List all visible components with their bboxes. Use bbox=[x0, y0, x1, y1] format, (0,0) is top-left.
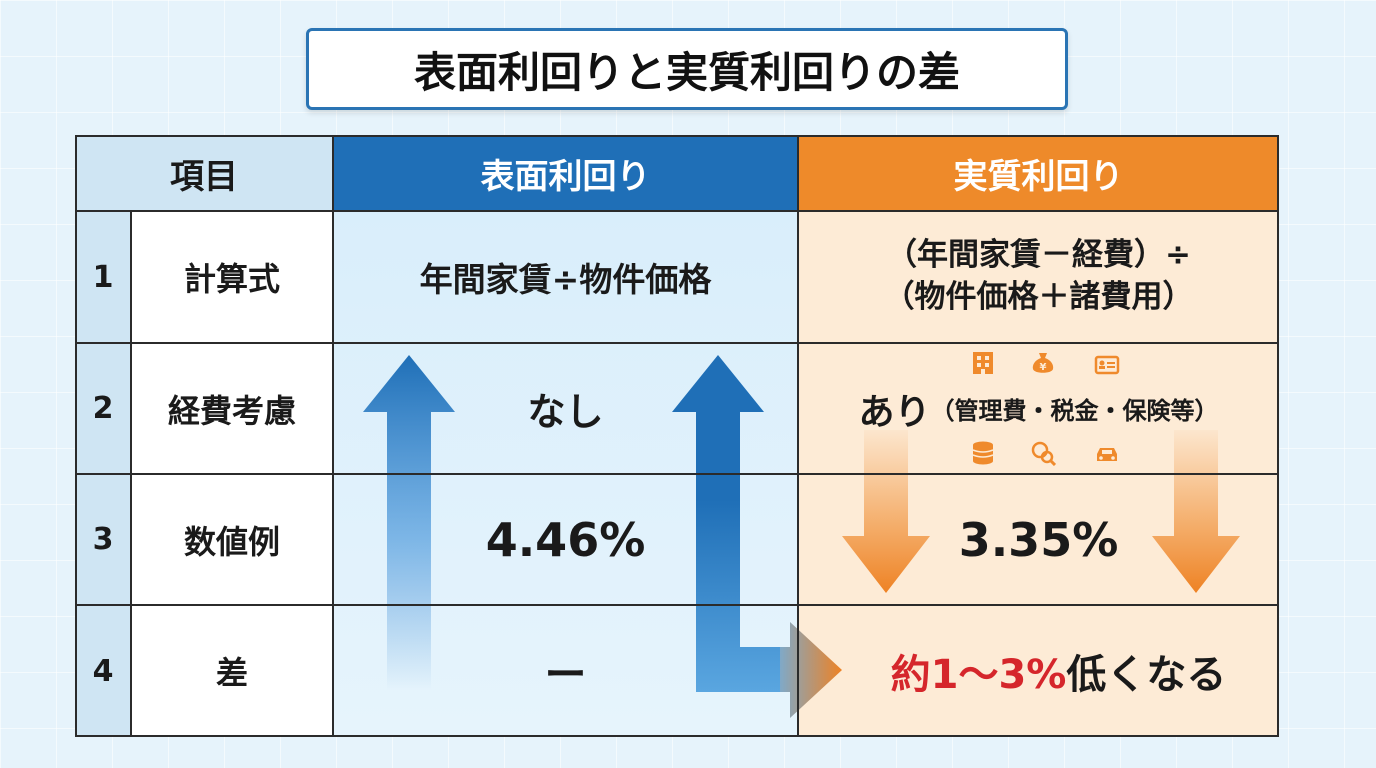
grid-line-v1 bbox=[130, 211, 132, 737]
real-diff-highlight: 約1～3% bbox=[890, 652, 1067, 698]
header-real: 実質利回り bbox=[798, 135, 1279, 211]
grid-line-v2 bbox=[332, 135, 334, 737]
real-expense-main: あり bbox=[858, 391, 931, 433]
svg-text:¥: ¥ bbox=[1040, 362, 1047, 373]
header-surface-label: 表面利回り bbox=[480, 156, 651, 197]
row-number-2-label: 2 bbox=[92, 391, 114, 426]
row-number-4-label: 4 bbox=[92, 653, 114, 689]
magnifier-icon bbox=[1031, 441, 1056, 466]
grid-line-v3 bbox=[797, 135, 799, 737]
page-title: 表面利回りと実質利回りの差 bbox=[306, 28, 1068, 110]
coin-stack-icon bbox=[972, 441, 994, 465]
real-formula-line2: （物件価格＋諸費用） bbox=[883, 279, 1194, 315]
real-expense: あり （管理費・税金・保険等） bbox=[798, 343, 1279, 474]
row-item-4: 差 bbox=[131, 605, 333, 737]
surface-formula: 年間家賃÷物件価格 bbox=[333, 211, 798, 343]
down-arrow-right bbox=[1152, 430, 1240, 593]
real-diff: 約1～3% 低くなる bbox=[798, 605, 1279, 737]
down-arrow-left bbox=[842, 430, 930, 593]
surface-value: 4.46% bbox=[333, 474, 798, 605]
row-item-3-label: 数値例 bbox=[183, 522, 280, 561]
id-card-icon bbox=[1094, 355, 1120, 375]
row-number-1: 1 bbox=[75, 211, 131, 343]
building-icon bbox=[973, 352, 993, 374]
real-value: 3.35% bbox=[798, 474, 1279, 605]
row-number-3: 3 bbox=[75, 474, 131, 605]
grid-line-h1 bbox=[75, 210, 1279, 212]
real-expense-detail: （管理費・税金・保険等） bbox=[930, 397, 1219, 425]
grid-line-h4 bbox=[75, 604, 1279, 606]
header-surface: 表面利回り bbox=[333, 135, 798, 211]
surface-diff-text: ー bbox=[544, 649, 587, 699]
real-formula: （年間家賃－経費）÷ （物件価格＋諸費用） bbox=[798, 211, 1279, 343]
car-icon bbox=[1097, 448, 1117, 461]
row-number-3-label: 3 bbox=[92, 522, 114, 557]
header-real-label: 実質利回り bbox=[953, 156, 1124, 197]
up-arrow-left bbox=[363, 355, 455, 690]
row-item-4-label: 差 bbox=[215, 654, 248, 692]
row-number-2: 2 bbox=[75, 343, 131, 474]
row-item-1-label: 計算式 bbox=[183, 260, 280, 298]
surface-diff: ー bbox=[333, 605, 798, 737]
row-item-1: 計算式 bbox=[131, 211, 333, 343]
row-item-3: 数値例 bbox=[131, 474, 333, 605]
row-item-2-label: 経費考慮 bbox=[167, 391, 296, 430]
row-number-4: 4 bbox=[75, 605, 131, 737]
row-number-1-label: 1 bbox=[92, 259, 114, 295]
real-diff-rest: 低くなる bbox=[1066, 652, 1227, 698]
surface-value-text: 4.46% bbox=[485, 512, 646, 567]
bent-arrow-body bbox=[696, 500, 790, 692]
surface-expense-text: なし bbox=[527, 390, 604, 434]
surface-expense: なし bbox=[333, 343, 798, 474]
row-item-2: 経費考慮 bbox=[131, 343, 333, 474]
header-item: 項目 bbox=[75, 135, 333, 211]
money-bag-icon: ¥ bbox=[1032, 353, 1054, 373]
real-value-text: 3.35% bbox=[958, 512, 1119, 567]
grid-line-h3 bbox=[75, 473, 1279, 475]
grid-line-h2 bbox=[75, 342, 1279, 344]
surface-formula-text: 年間家賃÷物件価格 bbox=[419, 260, 712, 299]
bent-arrow-tip bbox=[780, 622, 842, 718]
header-item-label: 項目 bbox=[170, 156, 238, 197]
up-arrow-right-top bbox=[672, 355, 764, 500]
real-formula-line1: （年間家賃－経費）÷ bbox=[886, 237, 1191, 274]
